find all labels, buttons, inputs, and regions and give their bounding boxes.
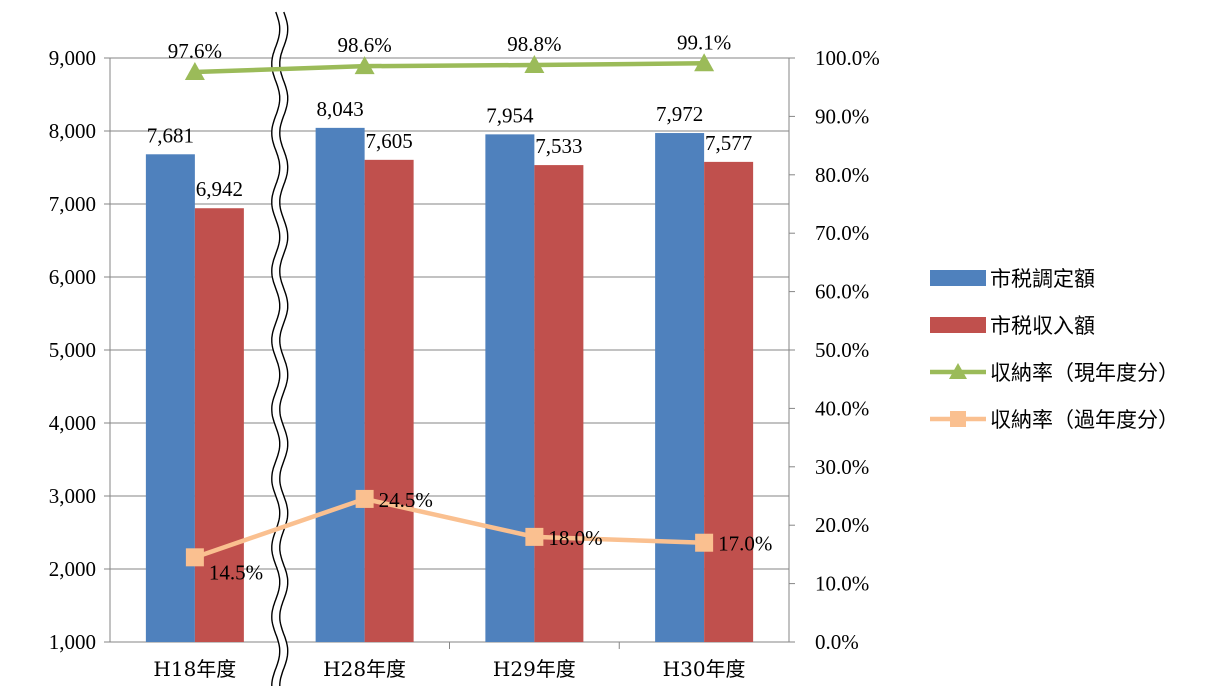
y-left-tick-label: 6,000 — [49, 265, 96, 289]
line-value-label: 14.5% — [209, 560, 263, 584]
bar-市税収入額 — [364, 159, 414, 642]
line-data-labels: 97.6% 98.6% 98.8% 99.1% 14.5% 24.5% 18.0% 17.0% — [168, 30, 773, 584]
category-label: H18年度 — [153, 657, 236, 681]
marker-square — [695, 533, 714, 552]
marker-triangle — [184, 62, 205, 81]
bar-value-label: 6,942 — [196, 177, 243, 201]
legend-label: 市税調定額 — [990, 267, 1095, 291]
y-right-tick-label: 30.0% — [815, 455, 869, 479]
bar-市税収入額 — [534, 165, 584, 642]
y-left-tick-label: 8,000 — [49, 119, 96, 143]
right-y-axis-ticks: 0.0% 10.0% 20.0% 30.0% 40.0% 50.0% 60.0% 70.0% 8… — [815, 46, 880, 654]
marker-triangle — [354, 56, 375, 75]
axis-break-mark — [271, 11, 289, 686]
axis-break-line — [279, 11, 289, 686]
marker-square — [185, 548, 204, 567]
y-right-tick-label: 60.0% — [815, 280, 869, 304]
line-value-label: 24.5% — [379, 488, 433, 512]
line-value-label: 98.6% — [338, 33, 392, 57]
category-label: H30年度 — [663, 657, 746, 681]
category-labels: H18年度 H28年度 H29年度 H30年度 — [153, 657, 745, 681]
bar-value-label: 8,043 — [317, 97, 364, 121]
bar-市税収入額 — [194, 208, 244, 642]
y-right-tick-label: 90.0% — [815, 104, 869, 128]
line-value-label: 17.0% — [718, 532, 772, 556]
legend-marker-triangle — [949, 363, 967, 379]
y-right-tick-label: 10.0% — [815, 572, 869, 596]
line-収納率（過年度分） — [194, 496, 705, 560]
bar-市税調定額 — [485, 134, 535, 642]
line-value-label: 97.6% — [168, 39, 222, 63]
line-収納率（現年度分） — [194, 61, 705, 75]
marker-triangle — [694, 53, 715, 72]
line-value-label: 98.8% — [507, 32, 561, 56]
y-right-tick-label: 100.0% — [815, 46, 880, 70]
line-series — [184, 53, 715, 567]
left-y-axis-ticks: 1,000 2,000 3,000 4,000 5,000 6,000 7,000 8,000… — [49, 46, 96, 654]
bar-value-label: 7,954 — [486, 103, 534, 127]
bar-市税調定額 — [655, 133, 705, 642]
category-label: H28年度 — [323, 657, 406, 681]
axis-break-line — [271, 11, 281, 686]
y-right-tick-label: 50.0% — [815, 338, 869, 362]
bar-value-label: 7,533 — [535, 134, 582, 158]
y-left-tick-label: 7,000 — [49, 192, 96, 216]
marker-square — [355, 489, 374, 508]
y-left-tick-label: 9,000 — [49, 46, 96, 70]
legend-label: 収納率（過年度分） — [990, 408, 1179, 432]
y-right-tick-label: 80.0% — [815, 163, 869, 187]
bar-value-label: 7,681 — [147, 123, 194, 147]
y-right-tick-label: 20.0% — [815, 513, 869, 537]
category-label: H29年度 — [493, 657, 576, 681]
y-left-tick-label: 2,000 — [49, 557, 96, 581]
legend-marker-square — [950, 411, 966, 427]
legend-label: 市税収入額 — [990, 314, 1095, 338]
y-left-tick-label: 3,000 — [49, 484, 96, 508]
marker-square — [525, 527, 544, 546]
bar-市税調定額 — [145, 154, 195, 643]
legend-swatch-bar — [930, 317, 986, 333]
y-left-tick-label: 1,000 — [49, 630, 96, 654]
y-right-tick-label: 70.0% — [815, 221, 869, 245]
bar-市税収入額 — [704, 161, 754, 642]
y-right-tick-label: 40.0% — [815, 396, 869, 420]
axis-break-gap — [271, 12, 288, 686]
legend-swatch-bar — [930, 270, 986, 286]
bar-市税調定額 — [315, 127, 365, 642]
bar-data-labels: 7,681 8,043 7,954 7,972 6,942 7,605 7,533 7,577 — [147, 97, 753, 201]
bar-value-label: 7,577 — [705, 131, 752, 155]
bar-value-label: 7,605 — [366, 129, 413, 153]
bar-value-label: 7,972 — [656, 102, 703, 126]
y-left-tick-label: 4,000 — [49, 411, 96, 435]
y-right-tick-label: 0.0% — [815, 630, 859, 654]
y-left-tick-label: 5,000 — [49, 338, 96, 362]
legend-label: 収納率（現年度分） — [990, 361, 1179, 385]
line-value-label: 99.1% — [677, 30, 731, 54]
marker-triangle — [524, 55, 545, 74]
line-value-label: 18.0% — [548, 526, 602, 550]
